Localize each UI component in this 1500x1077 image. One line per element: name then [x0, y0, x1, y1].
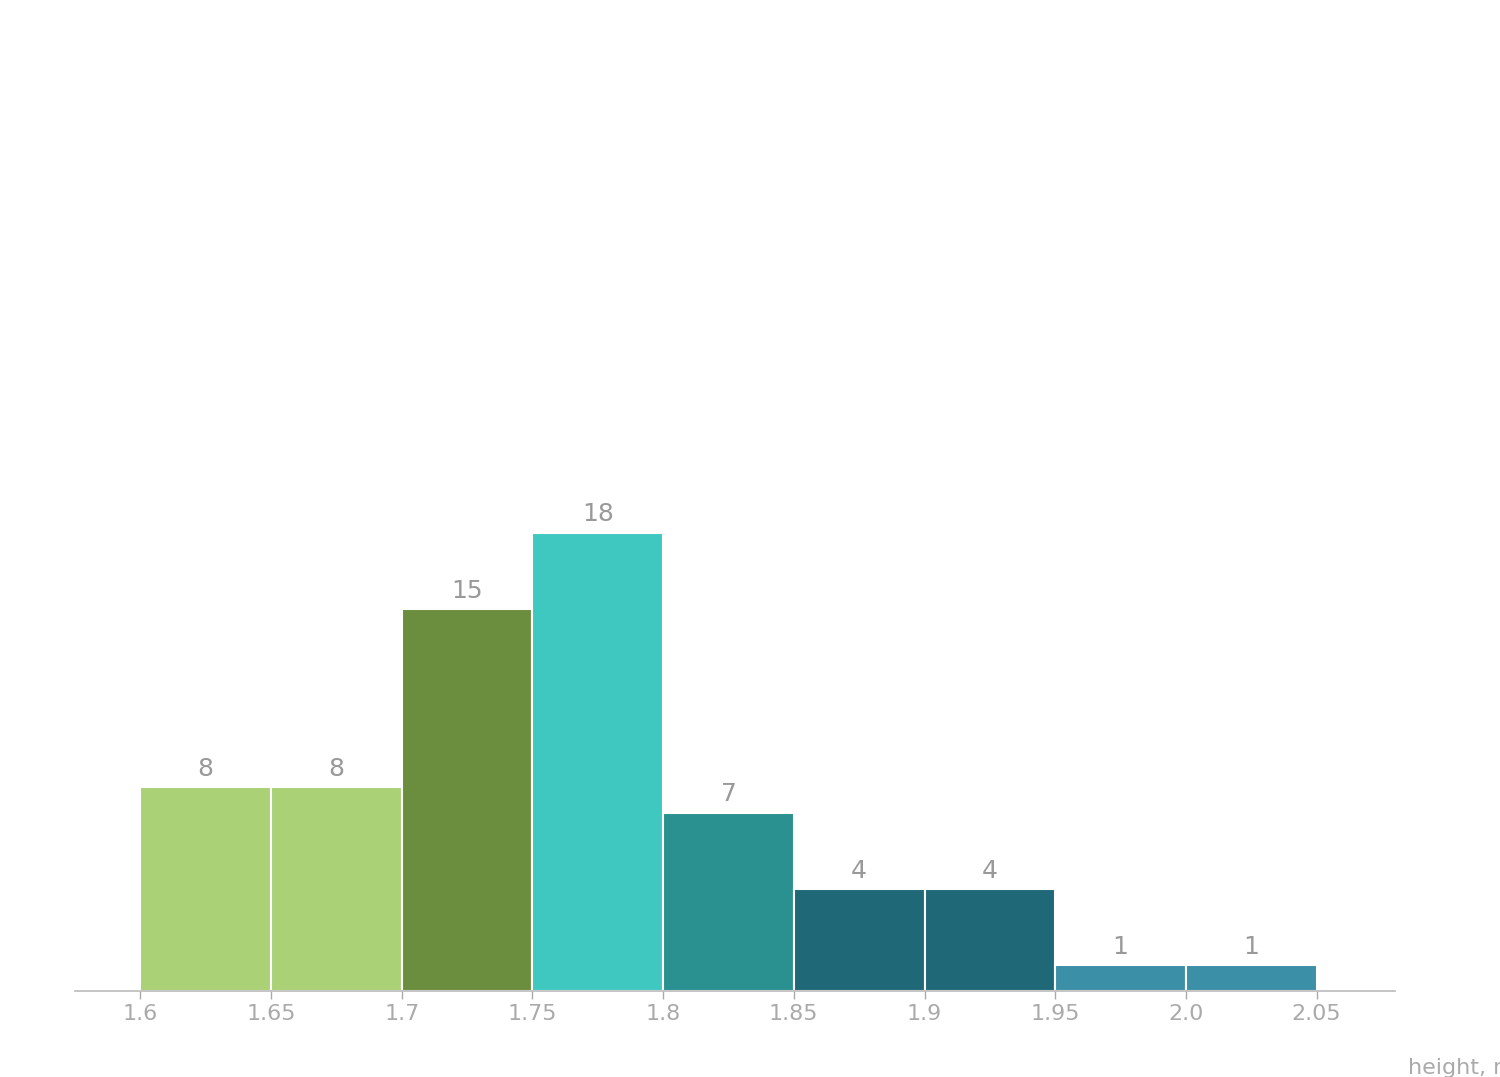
Bar	[402, 609, 532, 991]
Bar	[663, 813, 794, 991]
Bar	[272, 787, 402, 991]
Text: 7: 7	[720, 782, 736, 807]
Text: 1: 1	[1244, 935, 1258, 959]
Text: 8: 8	[198, 757, 213, 781]
Text: 1: 1	[1113, 935, 1128, 959]
Bar	[1054, 965, 1186, 991]
Text: 15: 15	[452, 578, 483, 603]
Text: height, m: height, m	[1408, 1058, 1500, 1077]
Text: 18: 18	[582, 502, 614, 527]
Bar	[1186, 965, 1317, 991]
Text: 4: 4	[850, 858, 867, 883]
Bar	[794, 889, 924, 991]
Text: 4: 4	[982, 858, 998, 883]
Text: 8: 8	[328, 757, 345, 781]
Bar	[141, 787, 272, 991]
Bar	[924, 889, 1054, 991]
Bar	[532, 533, 663, 991]
